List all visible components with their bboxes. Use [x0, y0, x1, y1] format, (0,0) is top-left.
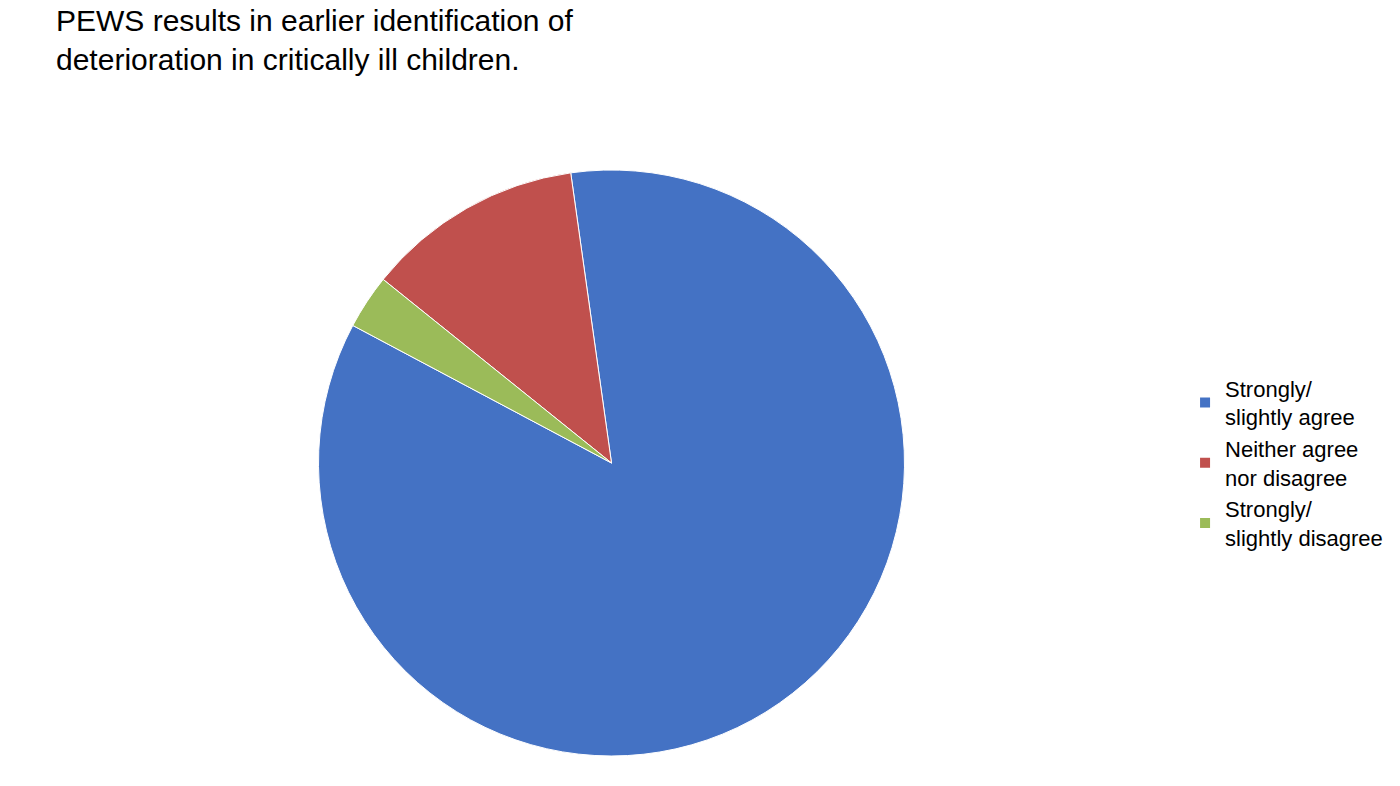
svg-text:PEWS results in earlier identi: PEWS results in earlier identification o…: [56, 4, 574, 76]
svg-text:Strongly/slightly agree: Strongly/slightly agree: [1225, 377, 1355, 431]
svg-text:Strongly/slightly disagree: Strongly/slightly disagree: [1225, 497, 1383, 551]
svg-text:Neither agreenor disagree: Neither agreenor disagree: [1225, 437, 1358, 491]
